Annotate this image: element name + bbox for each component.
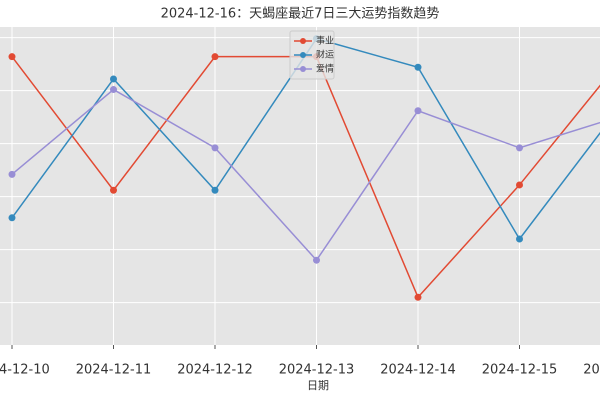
data-point xyxy=(516,181,523,189)
plot-area xyxy=(0,27,600,345)
data-point xyxy=(211,53,219,61)
x-tick-label: 2024-12-14 xyxy=(380,363,456,378)
data-point xyxy=(313,256,320,264)
data-point xyxy=(414,107,422,115)
data-point xyxy=(414,293,422,301)
data-point xyxy=(414,63,422,71)
data-point xyxy=(516,144,523,152)
legend-label: 财运 xyxy=(316,49,334,61)
x-axis-label: 日期 xyxy=(307,379,329,392)
legend-marker xyxy=(300,38,306,44)
x-tick-label: 2024-12-13 xyxy=(279,363,355,378)
x-tick-label: 2024-12-11 xyxy=(76,363,152,378)
data-point xyxy=(516,235,523,243)
data-point xyxy=(8,170,16,178)
x-tick-label: 2024-12-16 xyxy=(583,363,600,378)
x-tick-label: 2024-12-12 xyxy=(177,363,253,378)
legend-label: 事业 xyxy=(316,35,334,47)
data-point xyxy=(110,75,117,83)
data-point xyxy=(211,144,219,152)
x-tick-label: 2024-12-10 xyxy=(0,363,50,378)
chart-title: 2024-12-16：天蝎座最近7日三大运势指数趋势 xyxy=(161,6,440,22)
data-point xyxy=(8,214,16,222)
data-point xyxy=(110,86,117,94)
x-tick-label: 2024-12-15 xyxy=(482,363,558,378)
legend-marker xyxy=(300,66,306,72)
data-point xyxy=(211,186,219,194)
data-point xyxy=(110,186,117,194)
legend-label: 爱情 xyxy=(316,63,334,75)
legend-marker xyxy=(300,52,306,58)
data-point xyxy=(8,53,16,61)
